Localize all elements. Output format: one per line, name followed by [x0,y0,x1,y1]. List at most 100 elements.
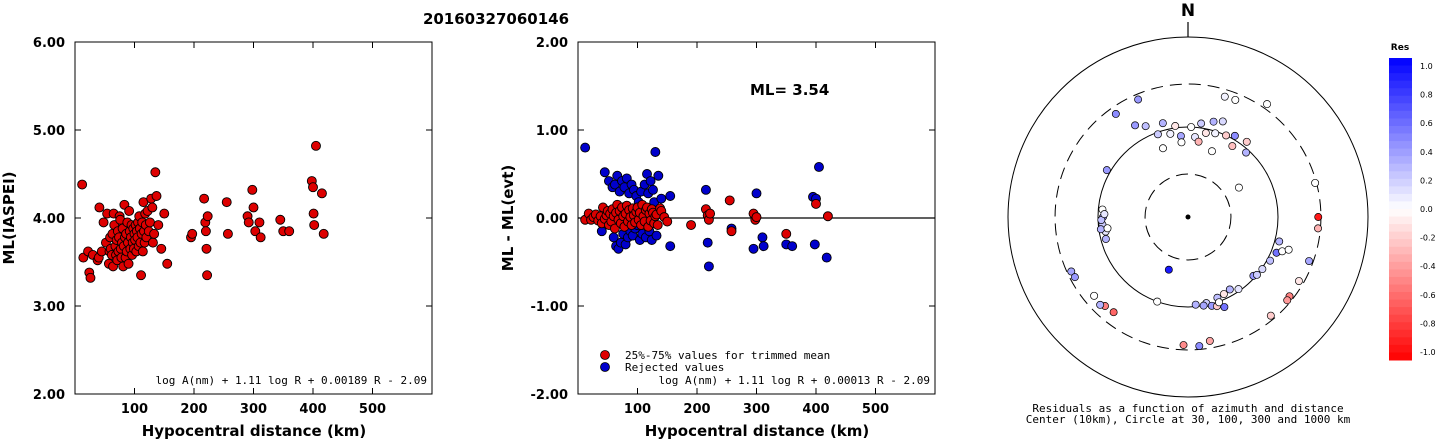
residual-point [1230,131,1239,140]
formula-text: log A(nm) + 1.11 log R + 0.00013 R - 2.0… [658,374,930,387]
x-tick-label: 100 [121,402,148,417]
colorbar-cell [1389,141,1412,150]
residual-point [1070,273,1079,282]
colorbar-cell [1389,103,1412,112]
data-point [156,243,167,254]
rejected-point [580,142,591,153]
colorbar-cell [1389,276,1412,285]
north-label: N [1181,1,1195,21]
rejected-point [665,191,676,201]
residual-point [1228,142,1237,151]
data-point [221,197,232,208]
residual-point [1219,290,1228,298]
y-tick-label: 2.00 [33,388,65,403]
rejected-point [821,252,832,263]
rejected-point [653,170,664,181]
colorbar-tick-label: 0.2 [1420,176,1433,185]
residual-point [1100,210,1109,219]
x-axis-label: Hypocentral distance (km) [142,422,367,440]
residual-point [1218,117,1227,126]
rejected-point [814,162,824,172]
data-point [151,191,162,201]
data-point [308,208,319,219]
residual-point [1278,247,1287,256]
colorbar-cell [1389,239,1412,248]
data-point [159,208,170,219]
data-point [201,243,212,254]
x-tick-label: 200 [180,402,207,417]
trimmed-point [686,220,696,230]
colorbar-title: Res [1391,43,1409,53]
residual-point [1252,270,1261,279]
colorbar-cell [1389,58,1412,67]
residual-point [1275,237,1284,246]
rejected-point [645,176,656,186]
colorbar-cell [1389,224,1412,233]
rejected-point [648,184,658,195]
colorbar-cell [1389,292,1412,301]
residual-point [1266,256,1275,265]
colorbar-cell [1389,314,1412,323]
rejected-point [703,261,714,272]
colorbar-cell [1389,284,1412,293]
data-point [77,179,88,190]
residual-point [1197,119,1206,128]
y-tick-label: 5.00 [33,124,65,139]
residual-point [1231,95,1240,104]
rejected-point [748,243,759,254]
colorbar-cell [1389,209,1412,218]
colorbar-cell [1389,110,1412,119]
colorbar-cell [1389,329,1412,338]
colorbar-cell [1389,178,1412,187]
legend: 25%-75% values for trimmed mean Rejected… [600,349,830,374]
data-point [255,232,266,243]
colorbar-cell [1389,148,1412,157]
rejected-point [787,241,798,252]
colorbar-cell [1389,254,1412,263]
residual-point [1141,122,1150,131]
formula-text: log A(nm) + 1.11 log R + 0.00189 R - 2.0… [155,374,427,387]
residual-point [1179,341,1188,349]
colorbar-cell [1389,299,1412,308]
colorbar-tick-label: -0.2 [1420,234,1436,243]
rejected-point [751,188,762,199]
rejected-point [758,241,769,252]
residual-point [1159,144,1167,153]
colorbar-cell [1389,201,1412,210]
residual-point [1283,296,1292,305]
residual-point [1284,245,1293,254]
residual-point [1101,235,1110,243]
colorbar-cell [1389,216,1412,225]
residual-point [1220,92,1229,101]
x-tick-label: 300 [743,402,770,417]
data-point [123,258,134,269]
data-point [145,217,155,228]
y-axis-label: ML - ML(evt) [499,165,517,271]
points-group [1067,92,1323,350]
y-tick-label: -1.00 [531,300,568,315]
residual-point [1208,147,1216,156]
caption-line-1: Residuals as a function of azimuth and d… [1032,402,1343,415]
rejected-point [656,193,667,204]
residual-point [1111,109,1120,118]
residual-point [1096,300,1105,309]
colorbar-cell [1389,352,1412,361]
residual-point [1096,225,1105,234]
ml-scatter-panel: ML(IASPEI) Hypocentral distance (km) log… [0,36,433,440]
y-tick-label: 6.00 [33,36,65,51]
distance-ring [1144,173,1232,261]
colorbar-tick-label: 0.4 [1420,148,1433,157]
colorbar-cell [1389,95,1412,104]
residual-point [1134,95,1143,104]
data-point [222,228,233,239]
data-point [94,202,105,213]
trimmed-point [781,228,792,239]
colorbar-tick-label: 0.6 [1420,119,1433,128]
data-point [85,272,96,283]
colorbar-cell [1389,269,1412,278]
rejected-point [599,167,610,178]
data-point [147,202,158,213]
rejected-point [700,184,711,195]
residual-point [1199,301,1208,310]
